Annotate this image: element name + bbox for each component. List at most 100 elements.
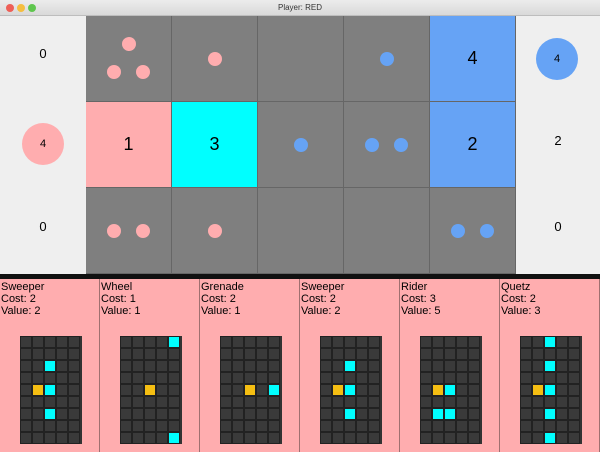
range-cell [268,420,280,432]
range-cell [68,408,80,420]
board-cell[interactable] [172,16,258,102]
card[interactable]: Sweeper Cost: 2 Value: 2 [0,279,100,452]
range-cell [532,360,544,372]
red-player-hand-token: 4 [22,123,64,165]
board-cell[interactable]: 3 [172,102,258,188]
range-cell [156,384,168,396]
board-cell[interactable]: 1 [86,102,172,188]
card-hand: Sweeper Cost: 2 Value: 2 Wheel Cost: 1 Value:… [0,279,600,452]
range-cell [132,384,144,396]
close-window-icon[interactable] [6,4,14,12]
range-cell [420,384,432,396]
range-affected-cell [344,384,356,396]
range-cell [20,408,32,420]
board-cell[interactable] [258,102,344,188]
pawn-pip [380,52,394,66]
card-name: Rider [401,281,428,293]
card[interactable]: Sweeper Cost: 2 Value: 2 [300,279,400,452]
range-cell [220,408,232,420]
range-cell [320,372,332,384]
range-cell [332,408,344,420]
range-cell [68,384,80,396]
board-cell[interactable]: 2 [430,102,516,188]
card[interactable]: Grenade Cost: 2 Value: 1 [200,279,300,452]
board-cell[interactable] [172,188,258,274]
board-cell[interactable] [430,188,516,274]
range-cell [232,420,244,432]
range-cell [56,360,68,372]
board-cell[interactable] [86,16,172,102]
range-cell [32,348,44,360]
right-score-panel: 4 2 0 [516,16,600,274]
range-cell [268,336,280,348]
range-affected-cell [444,384,456,396]
range-cell [168,396,180,408]
range-cell [256,396,268,408]
pawn-pip [107,224,121,238]
range-cell [56,432,68,444]
range-affected-cell [544,336,556,348]
range-cell [344,396,356,408]
range-cell [332,432,344,444]
range-cell [432,336,444,348]
range-cell [144,336,156,348]
card[interactable]: Rider Cost: 3 Value: 5 [400,279,500,452]
range-cell [444,420,456,432]
pawn-pip [208,52,222,66]
card[interactable]: Wheel Cost: 1 Value: 1 [100,279,200,452]
range-cell [144,432,156,444]
board-cell[interactable] [258,188,344,274]
board-cell[interactable] [344,102,430,188]
cell-rank: 3 [209,134,220,154]
range-cell [432,432,444,444]
board-cell[interactable] [344,188,430,274]
board-cell[interactable] [344,16,430,102]
card-value: Value: 5 [401,305,441,317]
range-cell [456,432,468,444]
range-cell [68,396,80,408]
range-cell [356,384,368,396]
pawn-pip [122,37,136,51]
range-cell [556,360,568,372]
range-cell [156,336,168,348]
card[interactable]: Quetz Cost: 2 Value: 3 [500,279,600,452]
range-cell [68,360,80,372]
range-cell [532,336,544,348]
board-cell[interactable]: 4 [430,16,516,102]
pawn-pip [208,224,222,238]
range-cell [120,396,132,408]
range-cell [120,336,132,348]
range-cell [32,336,44,348]
range-affected-cell [544,384,556,396]
range-cell [32,396,44,408]
board-cell[interactable] [258,16,344,102]
range-cell [32,408,44,420]
range-cell [332,396,344,408]
maximize-window-icon[interactable] [28,4,36,12]
range-cell [220,372,232,384]
range-cell [132,372,144,384]
range-cell [120,384,132,396]
board-cell[interactable] [86,188,172,274]
range-cell [244,348,256,360]
range-cell [244,396,256,408]
range-cell [44,348,56,360]
range-cell [220,396,232,408]
range-cell [20,396,32,408]
range-affected-cell [168,336,180,348]
card-value: Value: 1 [101,305,141,317]
range-cell [156,432,168,444]
range-cell [368,372,380,384]
range-cell [320,432,332,444]
minimize-window-icon[interactable] [17,4,25,12]
pawn-pip [294,138,308,152]
range-cell [68,432,80,444]
range-cell [420,420,432,432]
range-cell [68,336,80,348]
range-cell [332,360,344,372]
range-cell [420,396,432,408]
range-cell [544,372,556,384]
range-cell [544,396,556,408]
range-cell [444,360,456,372]
range-cell [244,432,256,444]
